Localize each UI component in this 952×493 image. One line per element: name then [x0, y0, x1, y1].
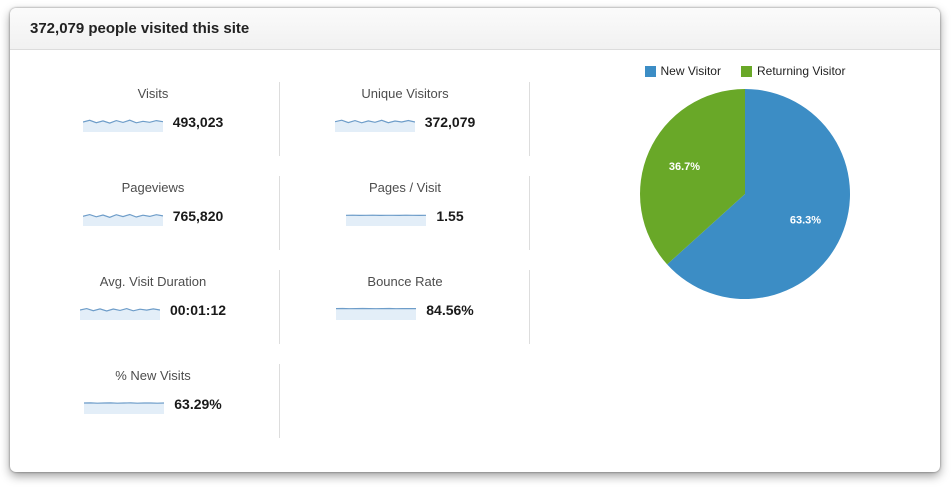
metrics-grid: Visits 493,023 Unique Visitors 372,079 P…: [68, 78, 530, 454]
panel-title: 372,079 people visited this site: [30, 20, 250, 37]
visitor-type-chart-area: New Visitor Returning Visitor 63.3% 36.7%: [595, 64, 895, 309]
metric-value: 493,023: [172, 114, 224, 130]
panel-content: Visits 493,023 Unique Visitors 372,079 P…: [10, 50, 940, 471]
pageviews-sparkline: [82, 206, 163, 226]
metric-pages-per-visit[interactable]: Pages / Visit 1.55: [280, 172, 530, 266]
pie-slice-label: 63.3%: [790, 215, 821, 227]
legend-item-new-visitor[interactable]: New Visitor: [644, 64, 721, 78]
metric-label: Visits: [137, 86, 169, 101]
metric-visits[interactable]: Visits 493,023: [68, 78, 280, 172]
metric-value: 63.29%: [174, 396, 222, 412]
metric-value: 765,820: [172, 208, 224, 224]
metric-label: Unique Visitors: [361, 86, 449, 101]
metric-label: Bounce Rate: [367, 274, 443, 289]
legend-item-returning-visitor[interactable]: Returning Visitor: [740, 64, 846, 78]
legend-label: New Visitor: [660, 64, 721, 78]
empty-cell: [280, 360, 530, 454]
legend-label: Returning Visitor: [756, 64, 846, 78]
avg-visit-duration-sparkline: [79, 300, 161, 320]
percent-new-visits-sparkline: [84, 394, 165, 414]
metric-bounce-rate[interactable]: Bounce Rate 84.56%: [280, 266, 530, 360]
metric-value: 84.56%: [426, 302, 474, 318]
legend-swatch-returning-visitor: [740, 65, 752, 77]
pages-per-visit-sparkline: [346, 206, 427, 226]
metric-value: 00:01:12: [169, 302, 227, 318]
panel-header: 372,079 people visited this site: [10, 8, 940, 50]
unique-visitors-sparkline: [334, 112, 415, 132]
metric-label: Avg. Visit Duration: [99, 274, 207, 289]
visits-sparkline: [82, 112, 163, 132]
pie-slice-new-visitor[interactable]: [667, 89, 851, 299]
metric-percent-new-visits[interactable]: % New Visits 63.29%: [68, 360, 280, 454]
pie-slice-returning-visitor[interactable]: [640, 89, 745, 265]
metric-pageviews[interactable]: Pageviews 765,820: [68, 172, 280, 266]
legend-swatch-new-visitor: [644, 65, 656, 77]
pie-chart[interactable]: 63.3% 36.7%: [635, 84, 855, 304]
metric-avg-visit-duration[interactable]: Avg. Visit Duration 00:01:12: [68, 266, 280, 360]
metric-label: Pages / Visit: [368, 180, 442, 195]
metric-value: 372,079: [424, 114, 476, 130]
bounce-rate-sparkline: [336, 300, 417, 320]
metric-unique-visitors[interactable]: Unique Visitors 372,079: [280, 78, 530, 172]
pie-legend: New Visitor Returning Visitor: [595, 64, 895, 78]
metric-label: % New Visits: [115, 368, 191, 383]
metric-value: 1.55: [436, 208, 464, 224]
visitors-overview-panel: 372,079 people visited this site Visits …: [10, 8, 940, 472]
pie-slice-label: 36.7%: [669, 161, 700, 173]
metric-label: Pageviews: [121, 180, 185, 195]
